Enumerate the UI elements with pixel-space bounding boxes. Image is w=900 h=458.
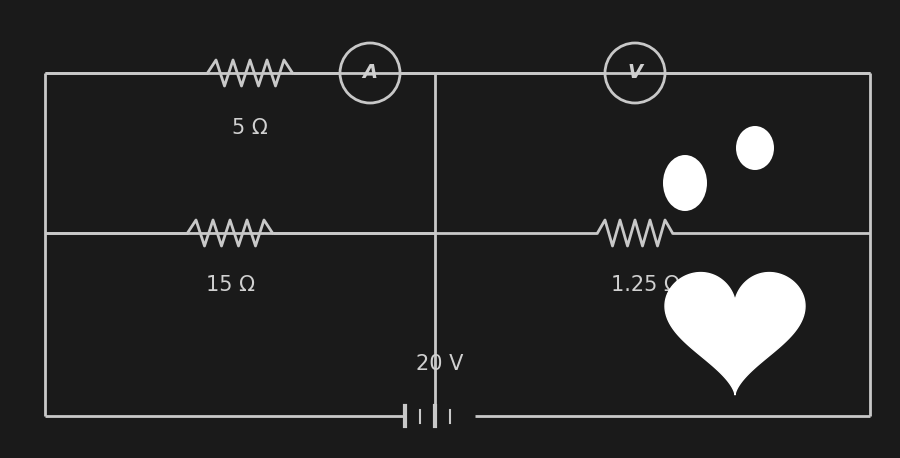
Ellipse shape [736,126,774,170]
Circle shape [340,43,400,103]
Text: 1.25 Ω: 1.25 Ω [610,275,680,295]
Text: V: V [627,64,643,82]
Text: 20 V: 20 V [417,354,464,374]
Text: A: A [363,64,378,82]
Text: 5 Ω: 5 Ω [232,118,268,138]
Circle shape [605,43,665,103]
Polygon shape [665,273,805,395]
Ellipse shape [663,155,707,211]
Text: 15 Ω: 15 Ω [205,275,255,295]
